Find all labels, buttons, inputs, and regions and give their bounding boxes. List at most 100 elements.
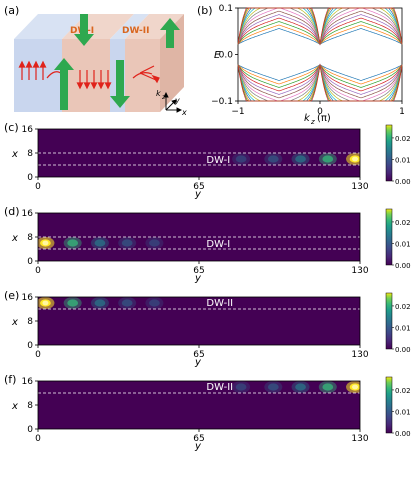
panel-label-f: (f) bbox=[4, 373, 16, 386]
ytick-label-b: 0.0 bbox=[219, 51, 234, 61]
colorbar-tick-label: 0.01 bbox=[395, 408, 411, 416]
heatmap-panels: (c) DW-I 0 65 130 0 8 16 y x 0.00 0.01 0.02 (d) DW-I 0 6… bbox=[4, 121, 411, 452]
heatmap-blob bbox=[322, 383, 334, 391]
ytick-label: 16 bbox=[22, 209, 34, 219]
ylabel: x bbox=[11, 401, 18, 412]
heatmap-blob bbox=[67, 239, 79, 247]
ytick-label: 8 bbox=[27, 401, 33, 411]
domain-wall-label: DW-II bbox=[206, 298, 233, 309]
xtick-label: 65 bbox=[193, 350, 204, 360]
coordinate-axes bbox=[163, 91, 183, 113]
xtick-label: 0 bbox=[35, 266, 41, 276]
red-spin-arrows bbox=[18, 60, 160, 90]
xtick-label: 130 bbox=[351, 182, 368, 192]
axis-kz-sub: z bbox=[161, 94, 166, 101]
heatmap-blob bbox=[295, 383, 306, 391]
xtick-label: 0 bbox=[35, 434, 41, 444]
xtick-label: 130 bbox=[351, 350, 368, 360]
ytick-label: 0 bbox=[27, 425, 33, 435]
xtick-label-b: 0 bbox=[317, 107, 323, 117]
ytick-label-b: −0.1 bbox=[211, 97, 233, 107]
ytick-label-b: 0.1 bbox=[219, 4, 233, 14]
slab-front-pink-left bbox=[62, 39, 110, 112]
band-line bbox=[237, 7, 403, 45]
region-label-dw2: DW-II bbox=[122, 26, 149, 36]
xtick-label: 65 bbox=[193, 182, 204, 192]
panel-b: (b) −1 0 1 −0.1 0.0 0.1 E k z (π) bbox=[197, 4, 405, 126]
ylabel-b: E bbox=[214, 50, 221, 61]
green-magnetization-arrows bbox=[54, 14, 180, 110]
heatmap-blob bbox=[235, 155, 247, 163]
colorbar bbox=[385, 376, 393, 434]
ylabel: x bbox=[11, 317, 18, 328]
ytick-label: 0 bbox=[27, 173, 33, 183]
bands-b bbox=[237, 7, 403, 102]
axis-x-a: x bbox=[181, 108, 187, 117]
domain-wall-label: DW-I bbox=[206, 155, 230, 166]
heatmap-blob-peak bbox=[352, 384, 359, 390]
panel-e: (e) DW-II 0 65 130 0 8 16 y x 0.00 0.01 0.02 bbox=[4, 289, 411, 368]
heatmap-blob bbox=[149, 299, 160, 307]
colorbar-tick-label: 0.01 bbox=[395, 324, 411, 332]
colorbar-tick-label: 0.01 bbox=[395, 156, 411, 164]
panel-label-b: (b) bbox=[197, 4, 213, 17]
colorbar-tick-label: 0.02 bbox=[395, 135, 411, 143]
heatmap-blobs bbox=[38, 237, 164, 249]
panel-c: (c) DW-I 0 65 130 0 8 16 y x 0.00 0.01 0.02 bbox=[4, 121, 411, 200]
heatmap-blob bbox=[267, 155, 279, 163]
colorbar-tick-label: 0.00 bbox=[395, 262, 411, 270]
heatmap-background bbox=[38, 297, 360, 345]
axes-b: −1 0 1 −0.1 0.0 0.1 bbox=[211, 4, 405, 117]
panel-d: (d) DW-I 0 65 130 0 8 16 y x 0.00 0.01 0.02 bbox=[4, 205, 411, 284]
domain-wall-label: DW-I bbox=[206, 239, 230, 250]
xlabel-b: k bbox=[304, 113, 311, 124]
ylabel: x bbox=[11, 233, 18, 244]
heatmap-blob-peak bbox=[42, 240, 49, 246]
panel-f: (f) DW-II 0 65 130 0 8 16 y x 0.00 0.01 0.02 bbox=[4, 373, 411, 452]
panel-label-e: (e) bbox=[4, 289, 19, 302]
domain-wall-label: DW-II bbox=[206, 382, 233, 393]
ytick-label: 16 bbox=[22, 125, 34, 135]
heatmap-blob-halo bbox=[145, 237, 164, 249]
xtick-label: 65 bbox=[193, 434, 204, 444]
xtick-label: 130 bbox=[351, 434, 368, 444]
panel-label-d: (d) bbox=[4, 205, 20, 218]
heatmap-blobs bbox=[232, 381, 360, 393]
colorbar bbox=[385, 208, 393, 266]
heatmap-blob bbox=[121, 299, 133, 307]
ytick-label: 0 bbox=[27, 257, 33, 267]
heatmap-blob-halo bbox=[145, 297, 164, 309]
xtick-label-b: −1 bbox=[231, 107, 244, 117]
xtick-label: 130 bbox=[351, 266, 368, 276]
xlabel: y bbox=[194, 441, 202, 452]
heatmap-blobs bbox=[38, 297, 164, 309]
heatmap-blob bbox=[94, 299, 106, 307]
panel-label-a: (a) bbox=[4, 4, 19, 17]
xlabel-b-suffix: (π) bbox=[317, 113, 331, 124]
ytick-label: 16 bbox=[22, 293, 34, 303]
xlabel: y bbox=[194, 273, 202, 284]
slab-top-blue-2 bbox=[110, 14, 149, 39]
heatmap-blob-halo bbox=[232, 153, 251, 165]
heatmap-blob-peak bbox=[42, 300, 49, 306]
ytick-label: 16 bbox=[22, 377, 34, 387]
colorbar-tick-label: 0.01 bbox=[395, 240, 411, 248]
colorbar bbox=[385, 124, 393, 182]
panel-label-c: (c) bbox=[4, 121, 19, 134]
colorbar bbox=[385, 292, 393, 350]
axis-kz: k bbox=[156, 89, 161, 98]
ytick-label: 8 bbox=[27, 149, 33, 159]
xlabel: y bbox=[194, 189, 202, 200]
ytick-label: 8 bbox=[27, 233, 33, 243]
axis-y-a: y bbox=[174, 96, 180, 105]
heatmap-blob bbox=[149, 239, 160, 247]
xtick-label: 0 bbox=[35, 182, 41, 192]
colorbar-tick-label: 0.02 bbox=[395, 387, 411, 395]
colorbar-tick-label: 0.00 bbox=[395, 430, 411, 438]
colorbar-tick-label: 0.00 bbox=[395, 346, 411, 354]
heatmap-blobs bbox=[232, 153, 360, 165]
ytick-label: 0 bbox=[27, 341, 33, 351]
heatmap-background bbox=[38, 381, 360, 429]
panel-a: (a) DW-I DW-II bbox=[4, 4, 187, 117]
